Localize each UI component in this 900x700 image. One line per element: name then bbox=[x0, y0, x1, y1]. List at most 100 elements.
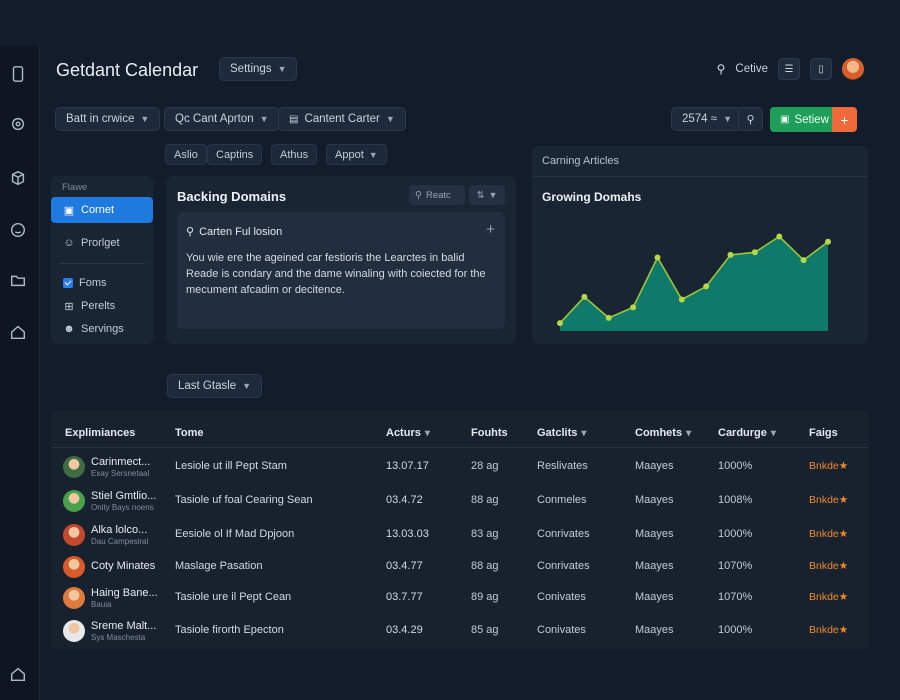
column-header[interactable]: Gatclits ▾ bbox=[537, 427, 586, 439]
add-icon[interactable]: + bbox=[486, 221, 495, 238]
chip-1[interactable]: Captins bbox=[207, 144, 263, 165]
chart-point-8[interactable] bbox=[751, 249, 758, 256]
row-name: Coty Minates bbox=[91, 560, 156, 572]
row-tome: Lesiole ut ill Pept Stam bbox=[175, 460, 287, 472]
row-avatar bbox=[63, 556, 85, 578]
chart-point-11[interactable] bbox=[825, 238, 831, 245]
chart-point-7[interactable] bbox=[727, 251, 734, 258]
toolbar-dropdown[interactable]: Batt in crwice ▼ bbox=[55, 107, 161, 131]
row-cardurge: 1000% bbox=[718, 528, 753, 540]
chart-point-3[interactable] bbox=[630, 304, 637, 311]
row-fouhts: 88 ag bbox=[471, 560, 499, 572]
column-header[interactable]: Tome bbox=[175, 427, 204, 439]
row-flag-badge[interactable]: Bnkde★ bbox=[809, 591, 849, 603]
document-icon: ▤ bbox=[289, 113, 299, 125]
side-nav-item-label: Cornet bbox=[81, 204, 115, 216]
row-fouhts: 89 ag bbox=[471, 591, 499, 603]
period-filter[interactable]: Last Gtasle ▼ bbox=[167, 374, 263, 398]
row-fouhts: 83 ag bbox=[471, 528, 499, 540]
row-flag-badge[interactable]: Bnkde★ bbox=[809, 528, 849, 540]
network-icon[interactable] bbox=[8, 114, 28, 134]
column-header[interactable]: Acturs ▾ bbox=[386, 427, 430, 439]
row-comhets: Maayes bbox=[635, 624, 674, 636]
column-header-label: Comhets bbox=[635, 427, 683, 439]
menu-icon[interactable]: ☰ bbox=[778, 58, 800, 80]
settings-label: Settings bbox=[230, 63, 272, 75]
chart-point-4[interactable] bbox=[654, 254, 661, 261]
settings-dropdown[interactable]: Settings ▼ bbox=[219, 57, 298, 81]
row-tome: Tasiole ure il Pept Cean bbox=[175, 591, 292, 603]
chart-point-0[interactable] bbox=[557, 320, 563, 327]
chip-0[interactable]: Aslio bbox=[165, 144, 207, 165]
search-icon[interactable]: ⚲ bbox=[716, 62, 726, 76]
sort-dropdown[interactable]: ⇅ ▼ bbox=[469, 185, 505, 205]
row-name-block: Coty Minates bbox=[91, 560, 155, 572]
row-cardurge: 1000% bbox=[718, 624, 753, 636]
chart-point-1[interactable] bbox=[581, 293, 588, 300]
row-acturs: 03.4.77 bbox=[386, 560, 423, 572]
apps-dropdown[interactable]: Qc Cant Aprton ▼ bbox=[164, 107, 280, 131]
row-subtitle: Bauia bbox=[91, 600, 112, 609]
info-card-title: Carten Ful losion bbox=[199, 225, 283, 238]
row-name-block: Stiel Gmtlio... Onity Bays noens bbox=[91, 490, 156, 512]
count-dropdown[interactable]: 2574 ≈ ▼ bbox=[671, 107, 744, 131]
add-button[interactable]: + bbox=[832, 107, 857, 132]
row-flag-badge[interactable]: Bnkde★ bbox=[809, 560, 849, 572]
content-dropdown[interactable]: ▤ Cantent Carter ▼ bbox=[278, 107, 406, 131]
row-flag-badge[interactable]: Bnkde★ bbox=[809, 460, 849, 472]
user-avatar[interactable] bbox=[842, 58, 864, 80]
chart-point-6[interactable] bbox=[703, 283, 710, 290]
row-acturs: 03.4.29 bbox=[386, 624, 423, 636]
primary-button-label: Setiew bbox=[794, 113, 829, 126]
chart-point-2[interactable] bbox=[605, 314, 612, 321]
row-name-block: Carinmect... Exay Sersnetaal bbox=[91, 456, 150, 478]
column-header-label: Cardurge bbox=[718, 427, 767, 439]
chip-2[interactable]: Athus bbox=[271, 144, 318, 165]
checkbox-icon[interactable] bbox=[63, 278, 73, 288]
chevron-down-icon: ▼ bbox=[277, 64, 287, 74]
chip-3[interactable]: Appot ▼ bbox=[326, 144, 387, 165]
home-icon[interactable] bbox=[8, 322, 28, 342]
search-label[interactable]: Cetive bbox=[735, 63, 768, 75]
column-header[interactable]: Faigs bbox=[809, 427, 838, 439]
search-button[interactable]: ⚲ bbox=[738, 107, 763, 131]
chart-point-5[interactable] bbox=[678, 296, 685, 303]
chart-point-9[interactable] bbox=[776, 233, 783, 240]
smile-icon[interactable] bbox=[8, 220, 28, 240]
side-nav-item-perelts[interactable]: ⊞ Perelts bbox=[51, 293, 153, 319]
column-header[interactable]: Explimiances bbox=[65, 427, 135, 439]
panel-search[interactable]: ⚲ Reatc bbox=[409, 185, 465, 205]
cube-icon[interactable] bbox=[8, 168, 28, 188]
search-icon: ⚲ bbox=[186, 226, 195, 238]
row-flag-badge[interactable]: Bnkde★ bbox=[809, 624, 849, 636]
calendar-icon: ▣ bbox=[63, 204, 75, 217]
side-nav-item-label: Prorlget bbox=[81, 237, 120, 249]
chart-point-10[interactable] bbox=[800, 257, 807, 264]
column-header[interactable]: Comhets ▾ bbox=[635, 427, 691, 439]
side-nav-item-label: Foms bbox=[79, 277, 107, 289]
row-avatar bbox=[63, 620, 85, 642]
side-nav-item-cornet[interactable]: ▣ Cornet bbox=[51, 197, 153, 223]
primary-button[interactable]: ▣ Setiew bbox=[770, 107, 839, 132]
row-acturs: 03.4.72 bbox=[386, 494, 423, 506]
tablet-icon[interactable] bbox=[8, 64, 28, 84]
row-cardurge: 1070% bbox=[718, 591, 753, 603]
side-nav-section: Flawe bbox=[62, 182, 88, 193]
row-name: Carinmect... bbox=[91, 456, 151, 468]
row-comhets: Maayes bbox=[635, 494, 674, 506]
home-bottom-icon[interactable] bbox=[8, 664, 28, 684]
side-nav-item-servings[interactable]: ☻ Servings bbox=[51, 316, 153, 342]
chevron-down-icon: ▼ bbox=[723, 114, 733, 124]
folder-icon[interactable] bbox=[8, 270, 28, 290]
side-nav-divider bbox=[59, 263, 145, 264]
column-header[interactable]: Fouhts bbox=[471, 427, 508, 439]
row-flag-badge[interactable]: Bnkde★ bbox=[809, 494, 849, 506]
bookmark-icon[interactable]: ▯ bbox=[810, 58, 832, 80]
row-subtitle: Onity Bays noens bbox=[91, 503, 154, 512]
data-table: Explimiances Tome Acturs ▾ Fouhts Gatclits ▾ Co… bbox=[51, 410, 869, 650]
chart-title: Growing Domahs bbox=[542, 190, 642, 204]
column-header[interactable]: Cardurge ▾ bbox=[718, 427, 776, 439]
side-nav-item-prorlget[interactable]: ☺ Prorlget bbox=[51, 230, 153, 256]
row-comhets: Maayes bbox=[635, 560, 674, 572]
side-nav-item-foms[interactable]: Foms bbox=[51, 270, 153, 296]
